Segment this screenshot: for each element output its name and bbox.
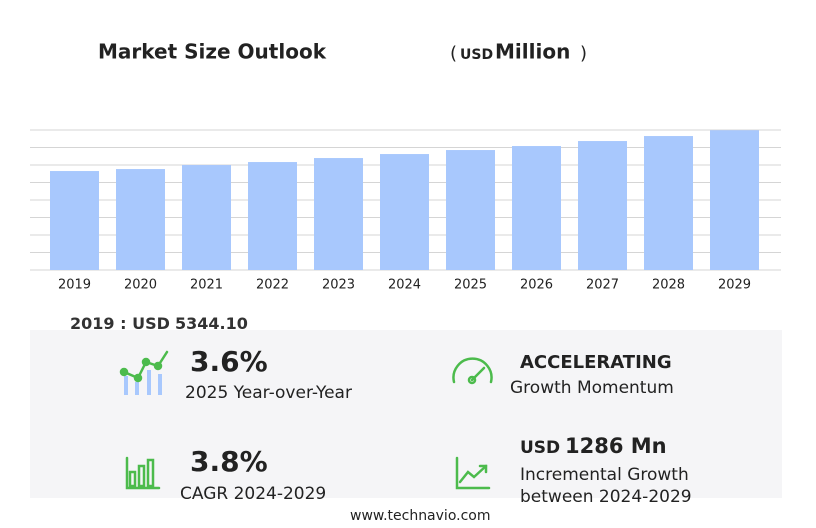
icons	[119, 350, 493, 490]
x-tick-label: 2021	[190, 278, 223, 293]
increment-value: 1286 Mn	[565, 434, 667, 458]
yoy-value: 3.6%	[190, 345, 268, 378]
x-tick-label: 2020	[124, 278, 157, 293]
summary-panel	[30, 330, 782, 498]
bar	[710, 130, 759, 270]
increment-prefix: USD	[520, 438, 561, 458]
x-tick-label: 2024	[388, 278, 421, 293]
x-tick-label: 2029	[718, 278, 751, 293]
momentum-value: ACCELERATING	[520, 352, 672, 373]
title-unit: Million	[495, 40, 570, 64]
title-unit-prefix: USD	[460, 47, 493, 63]
x-tick-label: 2026	[520, 278, 553, 293]
base-value: 5344.10	[175, 314, 248, 333]
title-paren: (	[450, 43, 457, 64]
bar	[446, 150, 495, 270]
bar	[578, 141, 627, 270]
footer: www.technavio.com	[350, 508, 491, 524]
x-tick-label: 2023	[322, 278, 355, 293]
bar	[116, 169, 165, 270]
x-tick-label: 2028	[652, 278, 685, 293]
x-tick-label: 2019	[58, 278, 91, 293]
bar	[182, 165, 231, 270]
cagr-value: 3.8%	[190, 445, 268, 478]
momentum-label: Growth Momentum	[510, 378, 674, 398]
base-label: 2019 : USD	[70, 314, 170, 333]
bar	[380, 154, 429, 270]
title-paren: )	[580, 43, 587, 64]
x-tick-label: 2022	[256, 278, 289, 293]
bar	[512, 146, 561, 270]
increment-label: between 2024-2029	[520, 487, 692, 507]
cagr-label: CAGR 2024-2029	[180, 484, 327, 504]
bar	[644, 136, 693, 270]
x-tick-label: 2027	[586, 278, 619, 293]
chart-title: Market Size Outlook	[98, 40, 327, 64]
yoy-label: 2025 Year-over-Year	[185, 383, 352, 403]
x-tick-label: 2025	[454, 278, 487, 293]
bar	[248, 162, 297, 270]
bar	[314, 158, 363, 270]
increment-label: Incremental Growth	[520, 465, 689, 485]
bar	[50, 171, 99, 270]
